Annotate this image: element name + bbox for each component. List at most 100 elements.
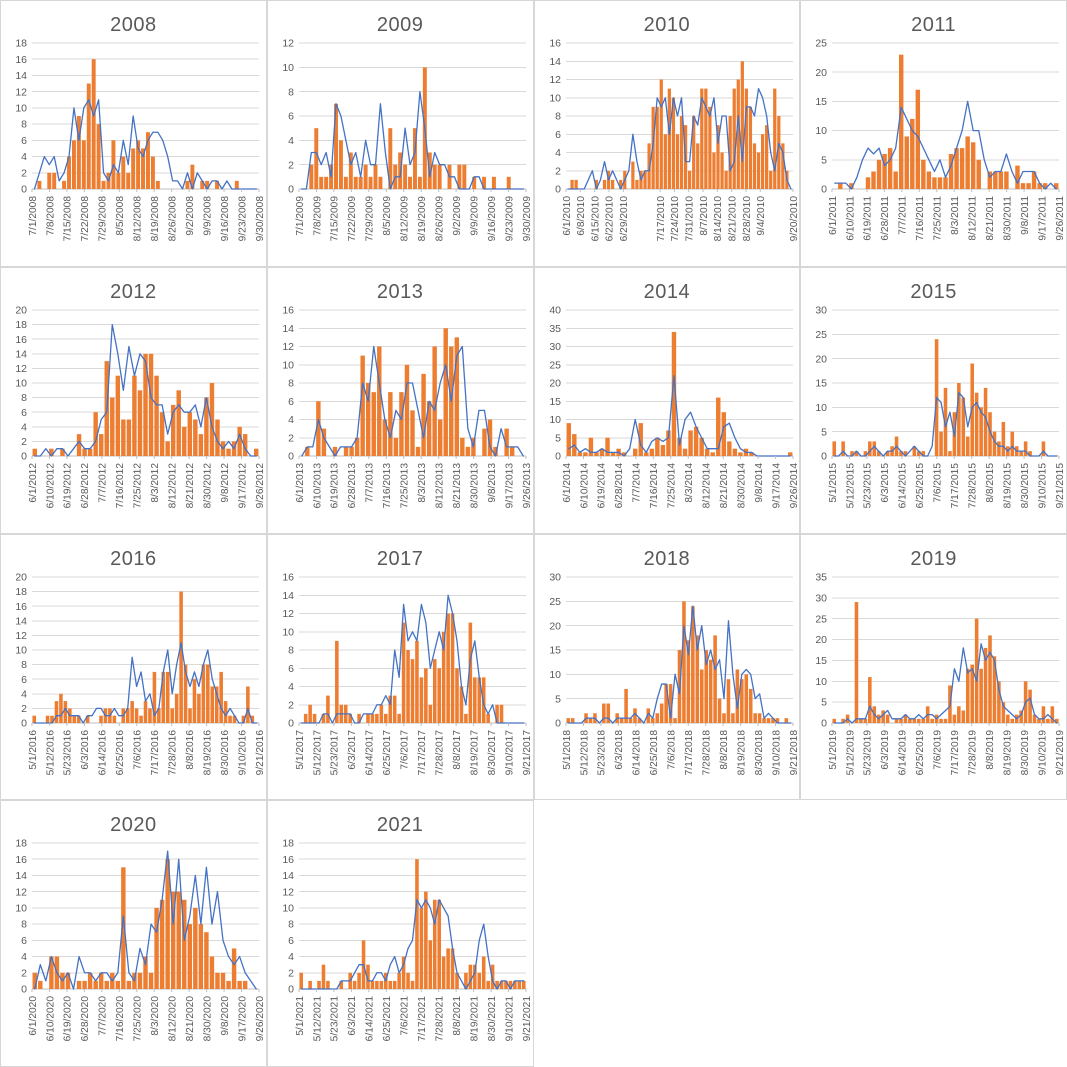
x-tick-label: 8/19/2009 (417, 196, 428, 242)
bar (723, 170, 728, 189)
bar (717, 698, 721, 723)
bar (698, 437, 704, 456)
bar (93, 411, 98, 456)
x-tick-label: 8/26/2009 (434, 196, 445, 242)
x-tick-label: 5/23/2015 (863, 462, 874, 508)
chart-title-2017: 2017 (376, 547, 424, 570)
bar (93, 981, 98, 990)
bar (675, 134, 679, 189)
bar (32, 715, 37, 723)
bar (368, 176, 373, 189)
chart-canvas-2021: 0 2 4 6 8 10 12 14 16 18 5/1/2021 5/12/2021 5/23/202… (282, 838, 532, 1042)
bar (63, 700, 68, 723)
x-tick-label: 9/26/2012 (255, 462, 265, 508)
bar (214, 686, 219, 723)
bar (486, 713, 490, 723)
bar (76, 116, 81, 189)
y-tick-label: 15 (549, 396, 561, 408)
bar (299, 973, 303, 990)
bar (509, 446, 515, 456)
bar (126, 172, 131, 189)
x-tick-label: 9/9/2009 (469, 196, 480, 236)
chart-title-2010: 2010 (643, 14, 691, 36)
x-tick-label: 5/23/2019 (863, 729, 874, 775)
bar (357, 713, 361, 723)
y-tick-label: 6 (288, 662, 294, 674)
chart-panel-2018: 2018 0 5 10 15 20 25 30 5/1/2018 5/12/2018 5/23/2… (533, 533, 801, 801)
bar (388, 981, 392, 990)
bar (577, 452, 582, 456)
bar (54, 700, 59, 723)
y-tick-label: 35 (549, 323, 561, 335)
y-tick-label: 10 (15, 102, 27, 114)
bar (704, 448, 709, 456)
bar (338, 140, 343, 189)
bar (766, 717, 770, 723)
chart-title-2020: 2020 (110, 814, 157, 837)
y-tick-label: 12 (282, 887, 294, 899)
x-tick-label: 6/22/2010 (604, 196, 615, 242)
x-tick-label: 6/19/2013 (329, 462, 340, 508)
bar (321, 428, 326, 456)
y-tick-label: 14 (15, 348, 27, 360)
bar (957, 705, 961, 723)
bar (370, 981, 374, 990)
y-tick-label: 0 (21, 717, 27, 729)
y-tick-label: 16 (15, 54, 27, 66)
x-tick-label: 7/17/2017 (417, 729, 428, 775)
x-tick-label: 6/14/2016 (98, 729, 109, 775)
bar (899, 718, 904, 723)
bar (487, 419, 492, 456)
bar (323, 176, 328, 189)
bar (634, 179, 639, 189)
bar (85, 715, 90, 723)
x-tick-label: 5/12/2018 (579, 729, 590, 775)
bar (450, 613, 455, 723)
x-tick-label: 5/23/2018 (596, 729, 607, 775)
bar (378, 176, 383, 189)
y-tick-label: 2 (21, 167, 27, 179)
x-tick-label: 8/30/2021 (487, 996, 498, 1042)
bar (882, 153, 888, 189)
bar (695, 143, 699, 189)
x-tick-label: 6/1/2014 (561, 462, 572, 502)
x-tick-label: 8/14/2010 (713, 196, 724, 242)
bar (303, 713, 308, 723)
chart-panel-2019: 2019 0 5 10 15 20 25 30 35 5/1/2019 5/12/2019 5/23… (800, 533, 1067, 801)
bar (419, 908, 423, 990)
bar (495, 704, 499, 723)
bar (308, 704, 312, 723)
y-tick-label: 35 (816, 571, 828, 583)
bar (397, 973, 401, 990)
chart-canvas-2015: 0 5 10 15 20 25 30 5/1/2015 5/12/2015 5/23/2015 6/… (816, 304, 1066, 508)
x-tick-label: 7/16/2014 (649, 462, 660, 508)
y-tick-label: 10 (549, 414, 561, 426)
bar (780, 143, 784, 189)
bar (646, 707, 650, 723)
bar (165, 859, 170, 990)
chart-panel-2016: 2016 0 2 4 6 8 10 12 14 16 18 20 5/1/2016 5/12/2016 5… (0, 533, 267, 801)
bar (325, 695, 330, 723)
x-tick-label: 9/17/2013 (504, 462, 515, 508)
bar (1028, 689, 1033, 723)
bar (465, 446, 470, 456)
bar (1021, 183, 1026, 189)
x-tick-label: 6/10/2014 (579, 462, 590, 508)
y-tick-label: 0 (555, 450, 561, 462)
chart-panel-2010: 2010 0 2 4 6 8 10 12 14 16 6/1/2010 6/8/2010 6/15/2… (533, 0, 801, 267)
bar (354, 437, 360, 456)
bar (943, 177, 948, 189)
bar (984, 647, 988, 723)
y-tick-label: 6 (288, 935, 294, 947)
bar (115, 981, 121, 990)
bar (787, 452, 792, 456)
y-tick-label: 25 (549, 595, 561, 607)
x-tick-label: 8/8/2015 (985, 462, 996, 502)
y-tick-label: 4 (21, 151, 27, 163)
x-tick-label: 6/25/2017 (382, 729, 393, 775)
bar (1015, 165, 1020, 189)
x-tick-label: 6/14/2019 (898, 729, 909, 775)
x-tick-label: 8/19/2019 (1003, 729, 1014, 775)
bar (719, 152, 724, 189)
